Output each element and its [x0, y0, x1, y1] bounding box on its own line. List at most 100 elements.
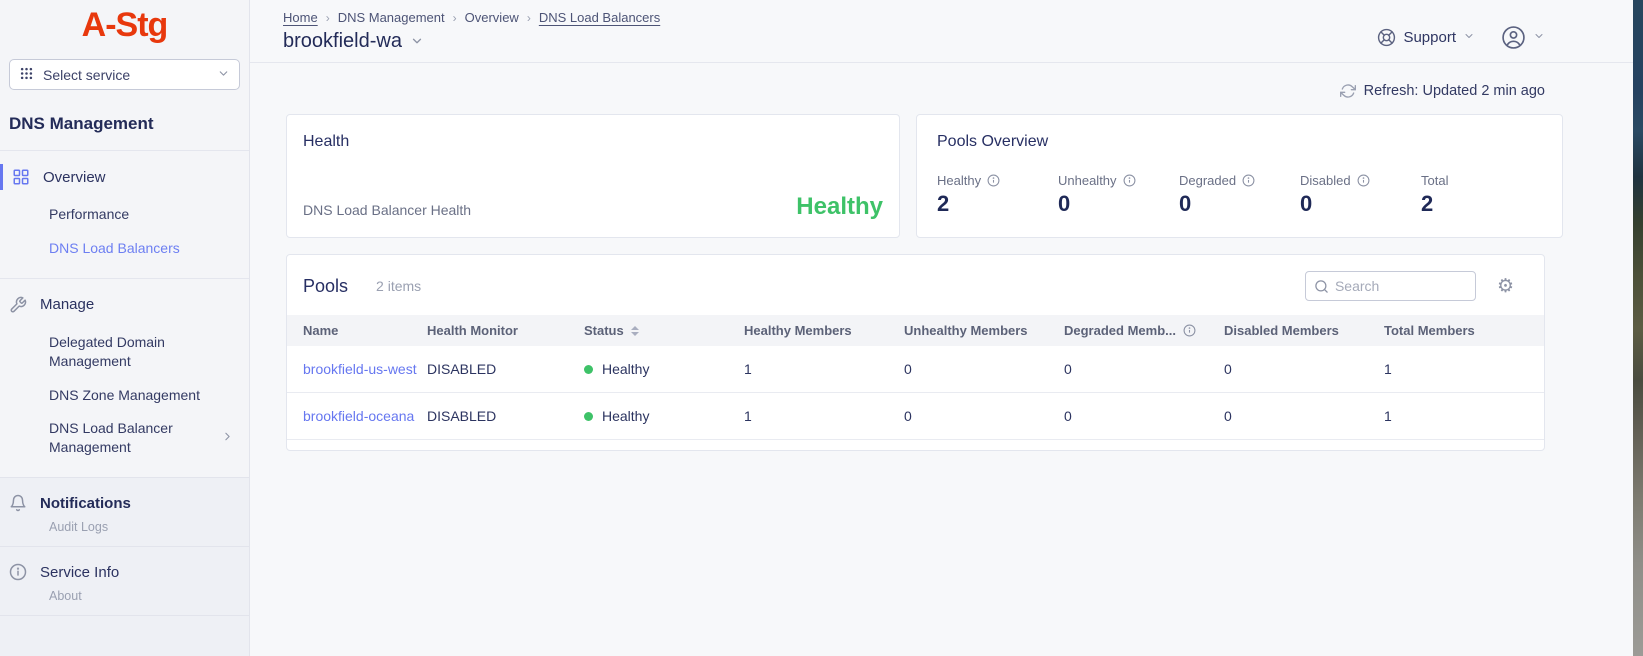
page-title: brookfield-wa: [283, 30, 402, 52]
nav-group-overview: Overview Performance DNS Load Balancers: [0, 151, 249, 278]
degraded-members-cell: 0: [1064, 346, 1224, 393]
info-icon[interactable]: [1183, 324, 1196, 337]
wrench-icon: [9, 296, 27, 314]
refresh-icon: [1339, 83, 1356, 99]
sidebar: A-Stg Select service DNS Management Over…: [0, 0, 250, 656]
column-header-total-members: Total Members: [1384, 323, 1475, 338]
sidebar-item-dns-zone-management[interactable]: DNS Zone Management: [49, 386, 200, 403]
total-members-cell: 1: [1384, 392, 1544, 440]
chevron-right-icon: [221, 429, 234, 448]
apps-grid-icon: [19, 66, 34, 84]
breadcrumb-dns-load-balancers[interactable]: DNS Load Balancers: [538, 10, 661, 25]
breadcrumb-separator: ›: [325, 10, 330, 25]
health-metric-value: Healthy: [796, 193, 883, 220]
refresh-label: Refresh: Updated 2 min ago: [1363, 83, 1545, 99]
table-row: brookfield-oceana DISABLED Healthy 1 0 0…: [287, 392, 1544, 440]
breadcrumb-overview: Overview: [464, 10, 519, 25]
pool-name-link[interactable]: brookfield-us-west: [303, 361, 417, 377]
breadcrumb-dns-management: DNS Management: [337, 10, 445, 25]
disabled-members-cell: 0: [1224, 392, 1384, 440]
sidebar-item-audit-logs[interactable]: Audit Logs: [49, 520, 109, 535]
column-header-name: Name: [303, 323, 339, 338]
sidebar-item-dns-load-balancer-management[interactable]: DNS Load Balancer Management: [49, 419, 240, 457]
sidebar-item-delegated-domain-management[interactable]: Delegated Domain Management: [49, 333, 165, 369]
table-header-row: Name Health Monitor Status Healthy Membe…: [287, 315, 1544, 346]
column-header-disabled-members: Disabled Members: [1224, 323, 1339, 338]
stat-label: Degraded: [1179, 173, 1237, 188]
healthy-status-dot: [584, 411, 593, 421]
stat-disabled: Disabled 0: [1300, 173, 1421, 217]
stat-value: 2: [1421, 191, 1434, 216]
column-header-healthy-members: Healthy Members: [744, 323, 852, 338]
degraded-members-cell: 0: [1064, 392, 1224, 440]
page-title-dropdown[interactable]: brookfield-wa: [283, 30, 660, 53]
search-input[interactable]: [1334, 278, 1467, 294]
unhealthy-members-cell: 0: [904, 392, 1064, 440]
divider: [0, 150, 249, 151]
breadcrumb-separator: ›: [452, 10, 457, 25]
column-header-label: Status: [584, 323, 624, 338]
info-icon[interactable]: [1123, 174, 1136, 187]
sidebar-item-notifications[interactable]: Notifications: [9, 490, 240, 516]
gear-icon[interactable]: ⚙: [1496, 274, 1514, 297]
stat-value: 0: [1058, 191, 1071, 216]
sidebar-item-performance[interactable]: Performance: [49, 206, 130, 222]
divider: [0, 277, 249, 279]
stat-label: Disabled: [1300, 173, 1351, 188]
info-icon[interactable]: [1357, 174, 1370, 187]
topbar: Home › DNS Management › Overview › DNS L…: [250, 0, 1633, 63]
search-icon: [1314, 279, 1329, 294]
health-metric-label: DNS Load Balancer Health: [303, 202, 472, 218]
pools-table-card: Pools 2 items ⚙ Name Health Monitor: [286, 254, 1545, 451]
breadcrumb-home[interactable]: Home: [283, 10, 318, 25]
sidebar-item-about[interactable]: About: [49, 589, 82, 604]
nav-group-manage: Manage Delegated Domain Management DNS Z…: [0, 279, 249, 477]
chevron-down-icon: [217, 67, 230, 83]
product-title: DNS Management: [9, 114, 154, 133]
health-card-title: Health: [303, 133, 350, 150]
sidebar-item-manage[interactable]: Manage: [9, 292, 240, 318]
account-menu[interactable]: [1501, 25, 1545, 50]
sort-icon[interactable]: [630, 325, 639, 336]
status-cell: Healthy: [584, 346, 744, 393]
status-cell: Healthy: [584, 392, 744, 440]
sidebar-item-overview[interactable]: Overview: [0, 164, 240, 190]
info-icon[interactable]: [1242, 174, 1255, 187]
status-label: Healthy: [602, 408, 650, 424]
pools-items-count: 2 items: [376, 278, 422, 294]
support-menu[interactable]: Support: [1377, 28, 1475, 47]
chevron-down-icon: [410, 34, 424, 53]
sidebar-item-label: Notifications: [40, 494, 131, 512]
column-header-status[interactable]: Status: [584, 315, 744, 346]
info-icon[interactable]: [987, 174, 1000, 187]
pool-name-link[interactable]: brookfield-oceana: [303, 408, 415, 424]
search-box[interactable]: [1304, 271, 1476, 301]
column-header-health-monitor: Health Monitor: [427, 323, 518, 338]
nav-group-service-info: Service Info About: [0, 546, 249, 616]
service-selector[interactable]: Select service: [9, 59, 240, 90]
overview-grid-icon: [12, 168, 30, 186]
status-label: Healthy: [602, 361, 650, 377]
pools-overview-title: Pools Overview: [937, 133, 1049, 150]
brand-logo[interactable]: A-Stg: [81, 6, 169, 44]
table-row: brookfield-us-west DISABLED Healthy 1 0 …: [287, 346, 1544, 393]
sidebar-item-label: Overview: [43, 168, 106, 186]
health-monitor-cell: DISABLED: [427, 346, 584, 393]
sidebar-item-service-info[interactable]: Service Info: [9, 559, 240, 585]
breadcrumb: Home › DNS Management › Overview › DNS L…: [283, 10, 660, 25]
chevron-down-icon: [1533, 29, 1545, 46]
support-label: Support: [1403, 28, 1456, 46]
stat-value: 2: [937, 191, 950, 216]
healthy-members-cell: 1: [744, 392, 904, 440]
column-header-unhealthy-members: Unhealthy Members: [904, 323, 1028, 338]
stat-total: Total 2: [1421, 173, 1542, 217]
column-header-label: Degraded Memb...: [1064, 323, 1176, 338]
bell-icon: [9, 494, 27, 512]
stat-healthy: Healthy 2: [937, 173, 1058, 217]
refresh-button[interactable]: Refresh: Updated 2 min ago: [283, 83, 1545, 99]
stat-degraded: Degraded 0: [1179, 173, 1300, 217]
sidebar-item-dns-load-balancers[interactable]: DNS Load Balancers: [49, 239, 180, 256]
disabled-members-cell: 0: [1224, 346, 1384, 393]
health-monitor-cell: DISABLED: [427, 392, 584, 440]
main-content: Home › DNS Management › Overview › DNS L…: [250, 0, 1633, 656]
